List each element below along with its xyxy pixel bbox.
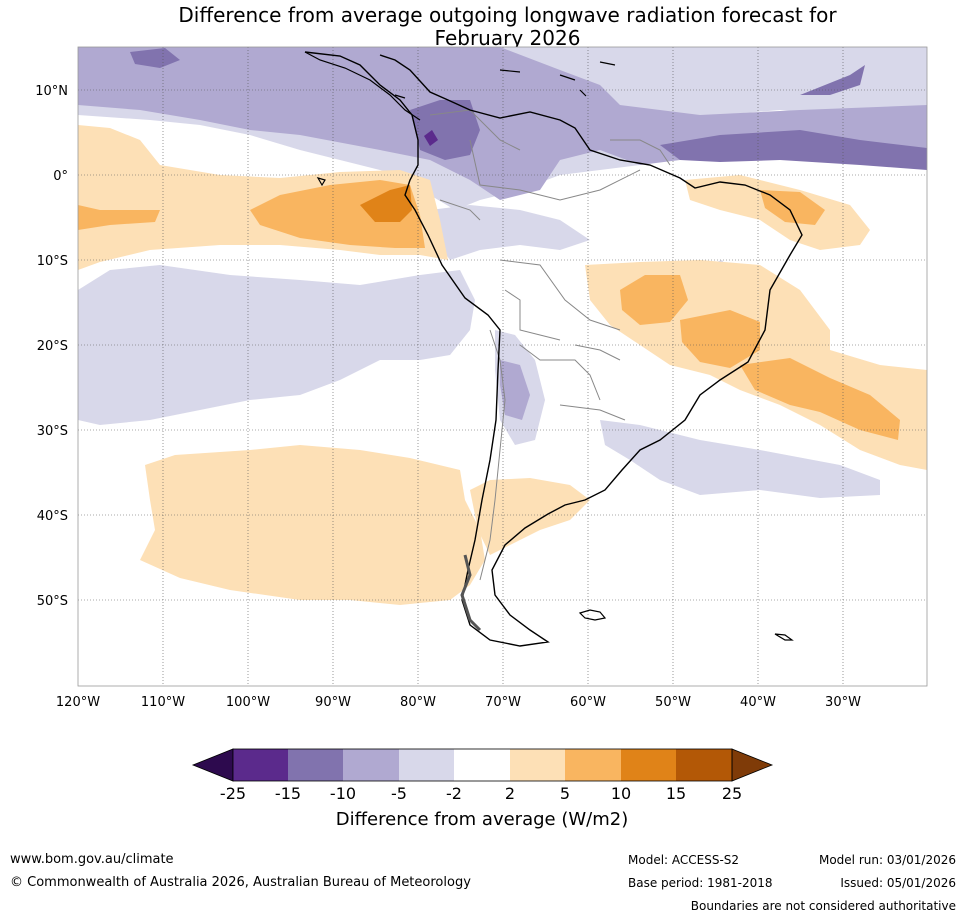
axis-labels: 10°N 0° 10°S 20°S 30°S 40°S 50°S 120°W 1… (35, 84, 861, 710)
lon-label-100w: 100°W (226, 695, 270, 710)
anomaly-region-caribbean-dark (800, 65, 865, 95)
caribbean-islands (394, 61, 616, 99)
lat-label-20s: 20°S (37, 339, 68, 354)
anomaly-region-andes-mid (500, 360, 530, 420)
anomaly-region-amazon-light (430, 205, 590, 260)
anomaly-region-atlantic-dark (660, 130, 927, 170)
lon-label-80w: 80°W (400, 695, 436, 710)
footer-issued: Issued: 05/01/2026 (840, 876, 956, 890)
lon-label-30w: 30°W (825, 695, 861, 710)
south-georgia (774, 633, 794, 641)
south-america-coastline (304, 51, 803, 647)
lon-label-60w: 60°W (570, 695, 606, 710)
anomaly-region-north-mid (78, 47, 927, 200)
colorbar-cell-8 (621, 749, 676, 781)
colorbar-tick-9: 15 (666, 784, 686, 803)
colorbar-tick-4: -5 (391, 784, 407, 803)
lat-label-50s: 50°S (37, 594, 68, 609)
lat-label-10s: 10°S (37, 254, 68, 269)
colorbar-tick-6: 2 (505, 784, 515, 803)
anomaly-region-patagonia-light (140, 445, 485, 605)
colorbar-cell-2 (288, 749, 343, 781)
colorbar-tick-1: -25 (220, 784, 246, 803)
anomaly-region-south-atlantic-light (600, 420, 880, 498)
anomaly-shading (78, 47, 927, 605)
lat-label-10n: 10°N (35, 84, 68, 99)
colorbar-cell-6 (510, 749, 565, 781)
map-frame (77, 46, 928, 687)
land-outlines (304, 51, 803, 647)
falkland-islands (578, 609, 607, 621)
footer-disclaimer: Boundaries are not considered authoritat… (690, 899, 956, 913)
footer-model: Model: ACCESS-S2 (628, 853, 740, 867)
anomaly-region-brazil-mid-central (680, 310, 760, 368)
colorbar-title: Difference from average (W/m2) (336, 809, 628, 830)
patagonian-fjords (460, 554, 482, 632)
title-line-1: Difference from average outgoing longwav… (178, 3, 837, 27)
lon-label-90w: 90°W (315, 695, 351, 710)
footer-website[interactable]: www.bom.gov.au/climate (10, 852, 174, 867)
anomaly-region-argentina-light (470, 478, 590, 555)
lon-label-70w: 70°W (485, 695, 521, 710)
colorbar-tick-2: -15 (275, 784, 301, 803)
colorbar-tick-7: 5 (560, 784, 570, 803)
colorbar-extend-high (731, 748, 774, 782)
lat-label-0: 0° (53, 169, 68, 184)
anomaly-region-core (424, 130, 438, 146)
colorbar-cell-4 (399, 749, 454, 781)
anomaly-region-equatorial-pacific-core (360, 185, 412, 222)
colorbar-frame (232, 748, 733, 782)
footer-base-period: Base period: 1981-2018 (628, 876, 773, 890)
anomaly-region-east-brazil-mid (760, 190, 825, 225)
colorbar-tick-8: 10 (611, 784, 631, 803)
country-borders (429, 109, 671, 581)
central-america-coastline (304, 51, 421, 121)
chart-title: Difference from average outgoing longwav… (0, 4, 965, 50)
anomaly-region-equatorial-pacific-mid-west (78, 205, 160, 230)
anomaly-region-north-dark (410, 100, 480, 160)
footer-copyright: © Commonwealth of Australia 2026, Austra… (10, 875, 471, 890)
colorbar-extend-low (191, 748, 234, 782)
lon-label-50w: 50°W (655, 695, 691, 710)
anomaly-region-pacific-dark (130, 48, 180, 68)
title-line-2: February 2026 (434, 26, 581, 50)
anomaly-region-brazil-mid-north (620, 275, 688, 325)
map-gridlines (78, 47, 927, 686)
colorbar-tick-10: 25 (722, 784, 742, 803)
colorbar-cell-9 (676, 749, 732, 781)
lon-label-110w: 110°W (141, 695, 185, 710)
footer-model-run: Model run: 03/01/2026 (818, 853, 956, 867)
colorbar-cell-5 (454, 749, 510, 781)
colorbar-cell-3 (343, 749, 399, 781)
galapagos-islands (316, 177, 326, 187)
colorbar-tick-5: -2 (446, 784, 462, 803)
anomaly-region-south-atlantic-mid (740, 358, 900, 440)
colorbar-cell-1 (233, 749, 288, 781)
lon-label-40w: 40°W (740, 695, 776, 710)
lat-label-30s: 30°S (37, 424, 68, 439)
colorbar-tick-3: -10 (330, 784, 356, 803)
lon-label-120w: 120°W (56, 695, 100, 710)
colorbar-cell-7 (565, 749, 621, 781)
colorbar: -25 -15 -10 -5 -2 2 5 10 15 25 Differenc… (191, 748, 774, 830)
lat-label-40s: 40°S (37, 509, 68, 524)
